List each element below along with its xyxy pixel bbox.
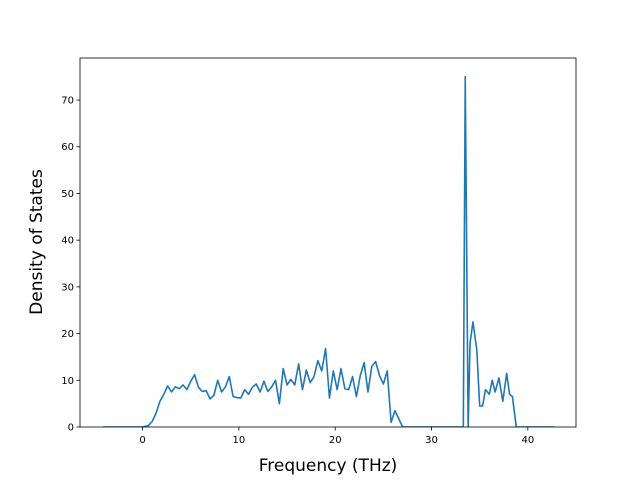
y-axis-label: Density of States	[27, 169, 47, 315]
y-axis: 0 10 20 30 40 50 60 70	[61, 96, 80, 434]
x-axis-label: Frequency (THz)	[259, 456, 398, 476]
x-tick-label: 10	[233, 435, 246, 446]
x-tick-label: 20	[329, 435, 342, 446]
y-tick-label: 0	[68, 423, 74, 434]
x-tick-label: 30	[425, 435, 438, 446]
y-tick-label: 20	[61, 329, 74, 340]
x-axis: 0 10 20 30 40	[139, 427, 534, 446]
y-tick-label: 60	[61, 142, 74, 153]
plot-area	[103, 75, 555, 427]
axes-frame	[79, 57, 577, 428]
y-tick-label: 30	[61, 282, 74, 293]
y-tick-label: 50	[61, 189, 74, 200]
x-tick-label: 0	[139, 435, 145, 446]
series-line-0	[103, 75, 555, 427]
y-tick-label: 40	[61, 236, 74, 247]
x-tick-label: 40	[521, 435, 534, 446]
y-tick-label: 10	[61, 376, 74, 387]
y-tick-label: 70	[61, 96, 74, 107]
